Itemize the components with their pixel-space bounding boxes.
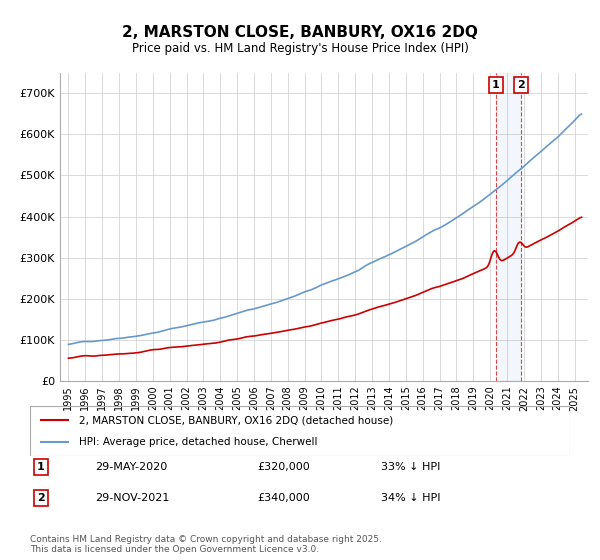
Text: 2: 2 bbox=[37, 493, 44, 503]
Text: 33% ↓ HPI: 33% ↓ HPI bbox=[381, 462, 440, 472]
Text: Price paid vs. HM Land Registry's House Price Index (HPI): Price paid vs. HM Land Registry's House … bbox=[131, 42, 469, 55]
Text: 2, MARSTON CLOSE, BANBURY, OX16 2DQ (detached house): 2, MARSTON CLOSE, BANBURY, OX16 2DQ (det… bbox=[79, 415, 393, 425]
Text: 2: 2 bbox=[517, 80, 525, 90]
Text: 34% ↓ HPI: 34% ↓ HPI bbox=[381, 493, 440, 503]
Text: £320,000: £320,000 bbox=[257, 462, 310, 472]
Text: Contains HM Land Registry data © Crown copyright and database right 2025.
This d: Contains HM Land Registry data © Crown c… bbox=[30, 535, 382, 554]
Text: £340,000: £340,000 bbox=[257, 493, 310, 503]
Text: 29-MAY-2020: 29-MAY-2020 bbox=[95, 462, 167, 472]
Bar bbox=[496, 73, 521, 381]
Text: 29-NOV-2021: 29-NOV-2021 bbox=[95, 493, 169, 503]
Text: 1: 1 bbox=[492, 80, 500, 90]
Text: 1: 1 bbox=[37, 462, 44, 472]
Text: HPI: Average price, detached house, Cherwell: HPI: Average price, detached house, Cher… bbox=[79, 437, 317, 447]
Text: 2, MARSTON CLOSE, BANBURY, OX16 2DQ: 2, MARSTON CLOSE, BANBURY, OX16 2DQ bbox=[122, 25, 478, 40]
